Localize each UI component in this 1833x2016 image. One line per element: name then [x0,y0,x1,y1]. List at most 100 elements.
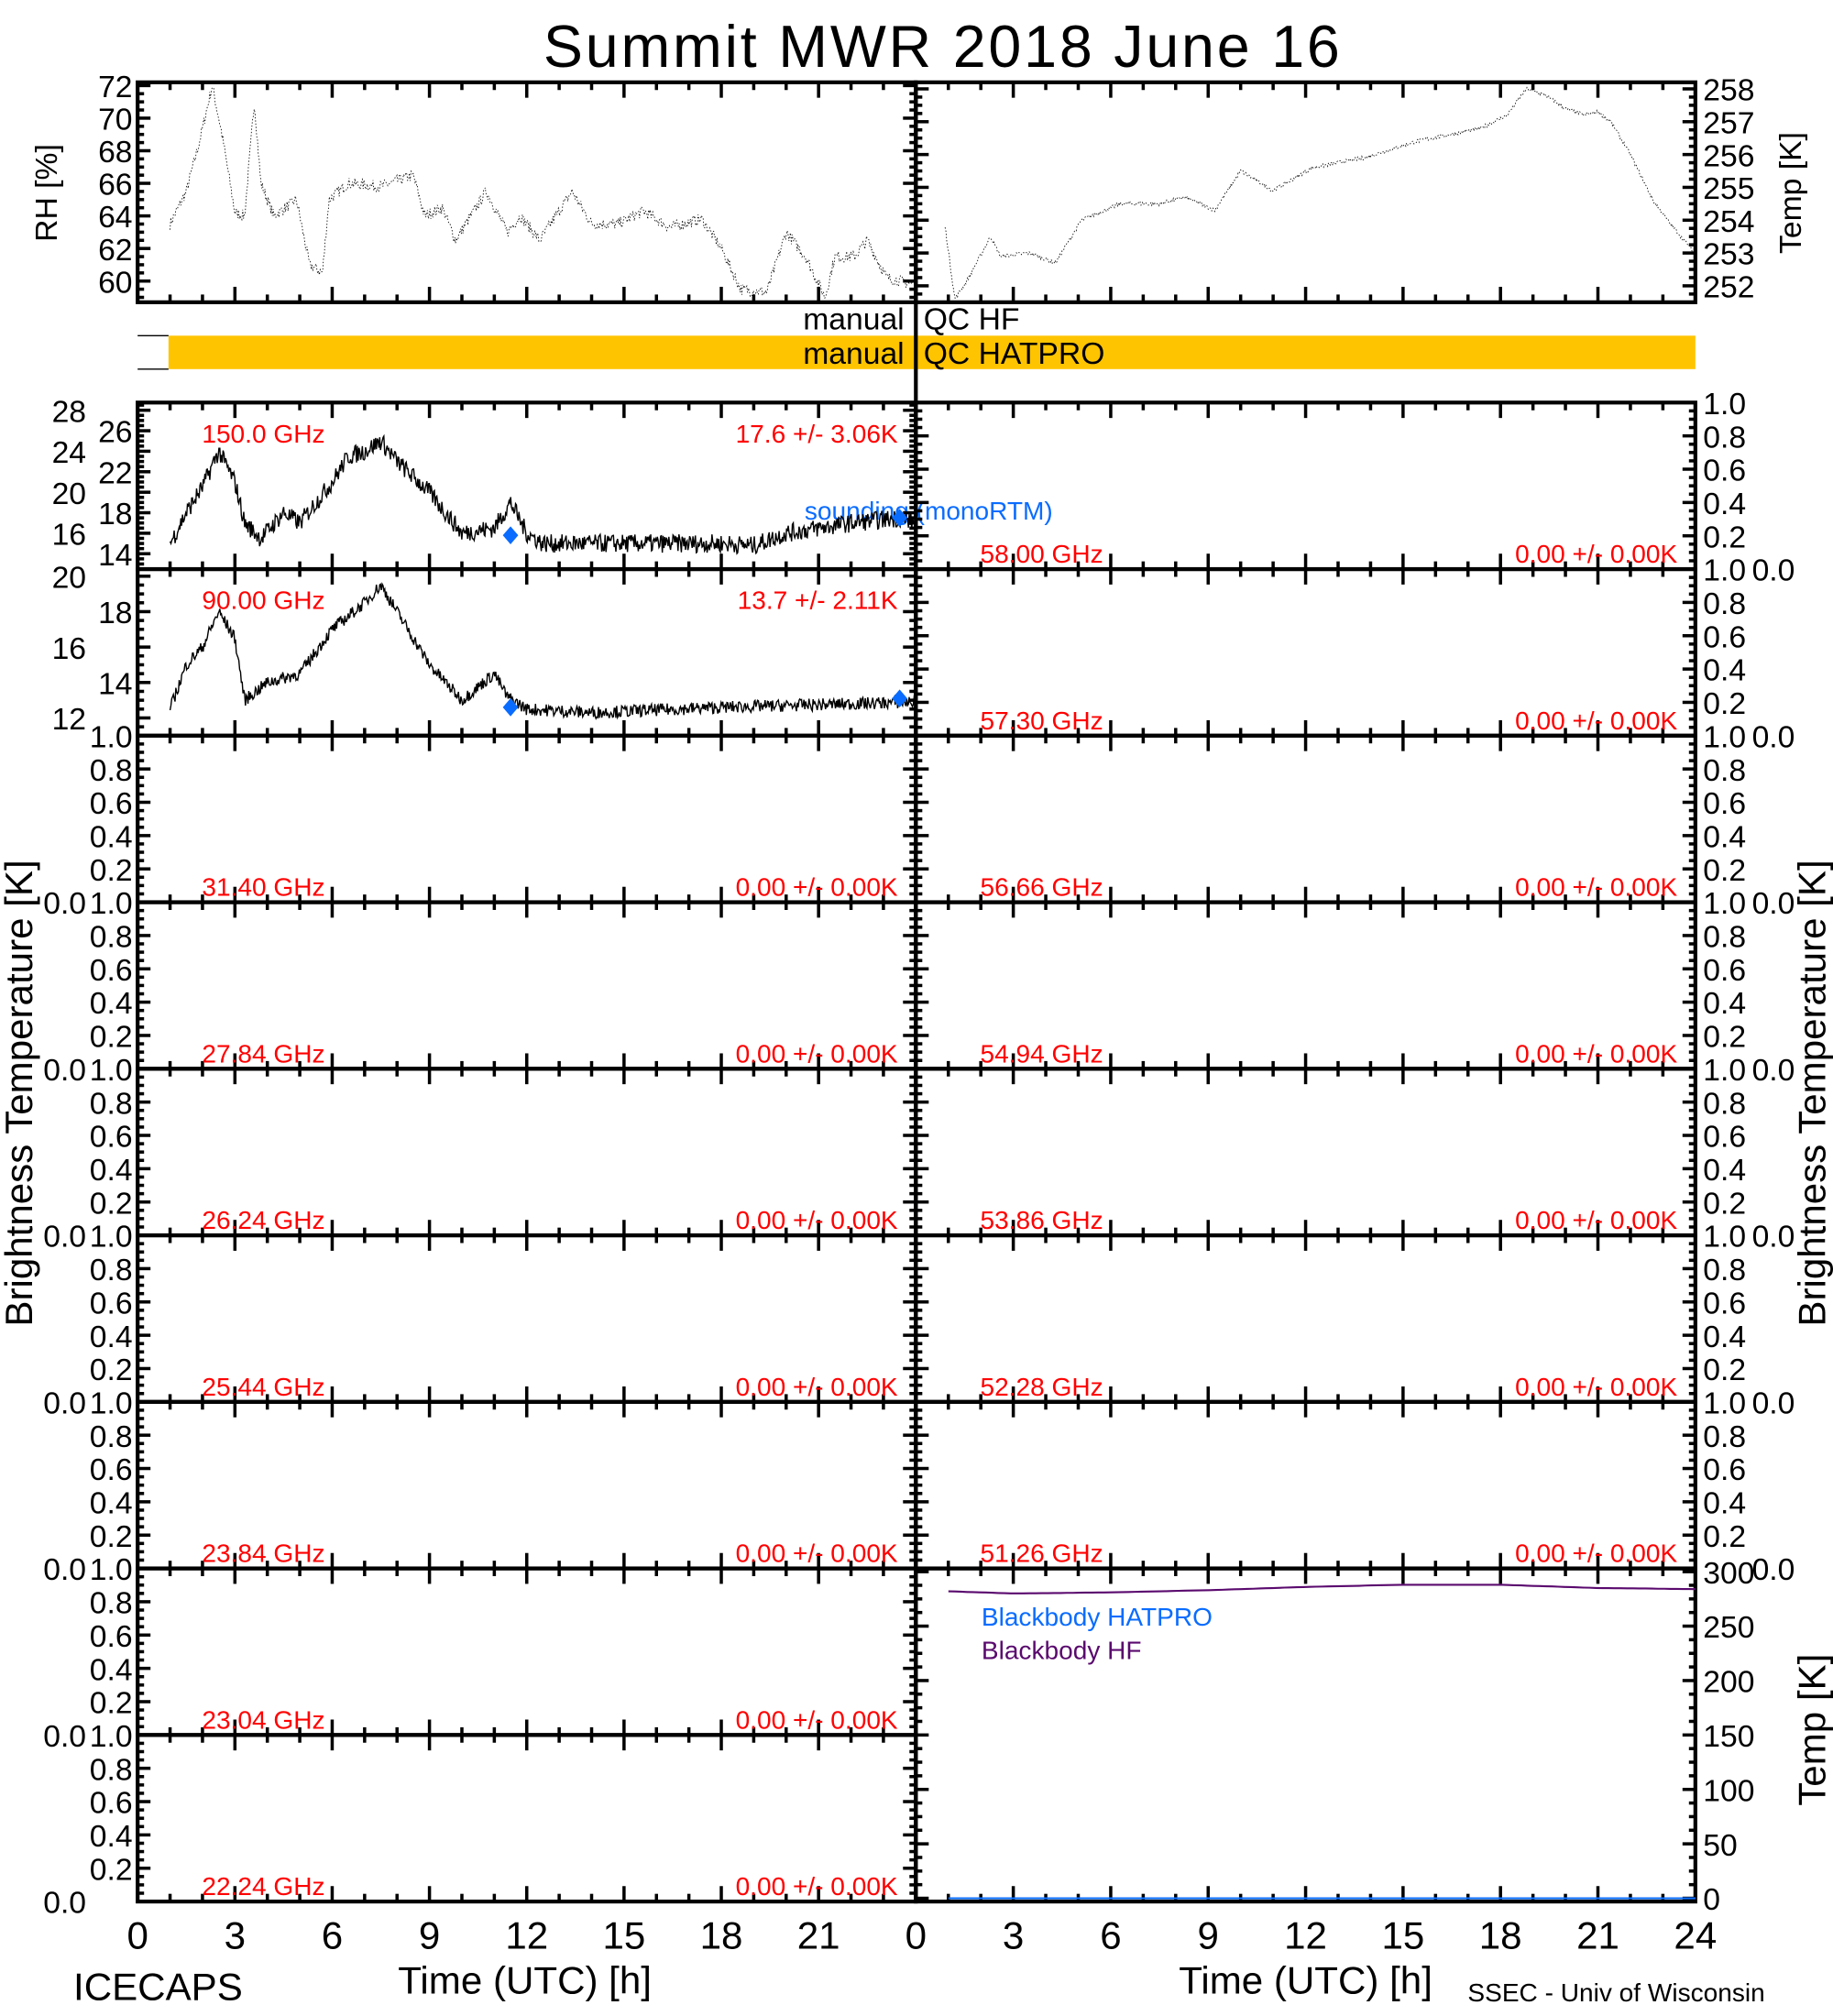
channel-stats-label: 0.00 +/- 0.00K [1515,873,1677,902]
y-tick-label: 22 [98,456,132,490]
y-tick-label: 0.4 [1703,820,1746,854]
y-tick-label: 0.8 [1703,921,1746,955]
channel-frequency-label: 27.84 GHz [202,1039,324,1068]
y-tick-label: 253 [1703,238,1754,272]
plot-area: 6062646668707225225325425525625725814161… [43,71,1795,1956]
x-tick-label-right: 9 [1198,1913,1219,1956]
y-tick-label: 258 [1703,74,1754,108]
x-tick-label-right: 6 [1100,1913,1121,1956]
y-tick-label: 0.6 [1703,954,1746,988]
chart-ch22-24: 0.00.20.40.60.81.022.24 GHz 0.00 +/- 0.00… [43,1720,918,1921]
x-tick-label-right: 18 [1479,1913,1522,1956]
y-tick-label: 0.0 [1752,1553,1795,1587]
footer-icecaps: ICECAPS [73,1965,243,2008]
y-tick-label: 1.0 [90,1386,133,1420]
qc-hatpro-prefix: manual [803,337,904,371]
y-tick-label: 14 [98,539,132,573]
y-tick-label: 0.0 [43,1887,86,1921]
qc-hf-label: QC HF [924,302,1020,336]
x-tick-label-right: 21 [1576,1913,1619,1956]
y-tick-label: 26 [98,416,132,450]
chart-ch23-84: 0.00.20.40.60.81.023.84 GHz 0.00 +/- 0.00… [43,1386,918,1587]
channel-frequency-label: 51.26 GHz [980,1539,1103,1568]
y-tick-label: 0.0 [1752,1386,1795,1420]
x-tick-label-right: 15 [1381,1913,1424,1956]
y-tick-label: 18 [98,498,132,531]
chart-ch23-04: 0.00.20.40.60.81.023.04 GHz 0.00 +/- 0.00… [43,1553,918,1754]
figure-title: Summit MWR 2018 June 16 [543,14,1343,80]
channel-stats-label: 0.00 +/- 0.00K [736,1039,898,1068]
y-tick-label: 150 [1703,1720,1754,1754]
y-tick-label: 0 [1703,1883,1720,1917]
y-tick-label: 0.2 [90,1187,133,1221]
x-tick-label-right: 0 [906,1913,927,1956]
channel-frequency-label: 53.86 GHz [980,1206,1103,1234]
temp-ylabel: Temp [K] [1774,132,1808,254]
channel-stats-label: 0.00 +/- 0.00K [736,1539,898,1568]
y-tick-label: 0.4 [1703,488,1746,521]
y-tick-label: 0.0 [43,1054,86,1088]
chart-ch31-40: 0.00.20.40.60.81.031.40 GHz 0.00 +/- 0.00… [43,720,918,921]
tb-left-ylabel: Brightness Temperature [K] [0,860,40,1326]
qc-hatpro-flag-bar [168,335,1696,369]
y-tick-label: 64 [98,201,132,235]
y-tick-label: 1.0 [1703,1054,1746,1088]
y-tick-label: 1.0 [1703,1221,1746,1255]
y-tick-label: 20 [52,561,86,595]
y-tick-label: 0.6 [90,1453,133,1487]
y-tick-label: 0.2 [90,854,133,888]
y-tick-label: 0.6 [1703,1287,1746,1320]
x-tick-label-left: 9 [419,1913,440,1956]
y-tick-label: 0.8 [90,1587,133,1621]
y-tick-label: 0.2 [1703,1187,1746,1221]
y-tick-label: 0.8 [90,1254,133,1287]
y-tick-label: 0.0 [1752,1054,1795,1088]
x-tick-label-right: 12 [1284,1913,1327,1956]
y-tick-label: 0.0 [43,1720,86,1754]
y-tick-label: 256 [1703,139,1754,173]
legend-blackbody-hf: Blackbody HF [982,1637,1142,1665]
chart-ch150: 14 16 18 20 22 24 26 28 150.0 GHz 17.6 +/- 3.06K [52,395,918,573]
y-tick-label: 0.6 [1703,787,1746,821]
y-tick-label: 0.4 [1703,1320,1746,1354]
y-tick-label: 0.6 [90,787,133,821]
y-tick-label: 1.0 [90,720,133,754]
y-tick-label: 0.4 [90,1154,133,1188]
y-tick-label: 254 [1703,205,1754,239]
legend-blackbody-hatpro: Blackbody HATPRO [982,1603,1213,1631]
chart-ch51-26: 0.00.20.40.60.81.051.26 GHz 0.00 +/- 0.00… [914,1386,1795,1587]
y-tick-label: 1.0 [90,1221,133,1255]
y-tick-label: 252 [1703,271,1754,305]
xlabel-left: Time (UTC) [h] [398,1958,652,2001]
y-tick-label: 12 [52,703,86,737]
rh-ylabel: RH [%] [30,144,64,242]
y-tick-label: 1.0 [90,887,133,921]
y-tick-label: 0.4 [90,1820,133,1854]
x-tick-label-right: 24 [1674,1913,1717,1956]
channel-frequency-label: 56.66 GHz [980,873,1103,902]
y-tick-label: 20 [52,477,86,511]
channel-stats-label: 0.00 +/- 0.00K [1515,1206,1677,1234]
y-tick-label: 0.0 [1752,720,1795,754]
chart-ch58-00: 0.00.20.40.60.81.058.00 GHz 0.00 +/- 0.00… [914,388,1795,588]
x-tick-label-right: 3 [1003,1913,1024,1956]
y-tick-label: 0.2 [1703,1520,1746,1554]
y-tick-label: 250 [1703,1611,1754,1645]
y-tick-label: 0.4 [1703,987,1746,1021]
y-tick-label: 0.8 [1703,754,1746,788]
y-tick-label: 0.2 [90,1687,133,1721]
y-tick-label: 72 [98,71,132,104]
y-tick-label: 300 [1703,1557,1754,1591]
series-line [169,582,916,720]
channel-stats-label: 0.00 +/- 0.00K [736,1705,898,1734]
channel-stats-label: 0.00 +/- 0.00K [736,1206,898,1234]
y-tick-label: 0.6 [1703,620,1746,654]
x-tick-label-left: 15 [602,1913,645,1956]
y-tick-label: 0.6 [1703,455,1746,488]
y-tick-label: 0.2 [1703,854,1746,888]
y-tick-label: 257 [1703,106,1754,140]
y-tick-label: 0.0 [43,1553,86,1587]
y-tick-label: 1.0 [1703,388,1746,422]
y-tick-label: 0.6 [90,1787,133,1821]
y-tick-label: 0.8 [1703,1420,1746,1454]
